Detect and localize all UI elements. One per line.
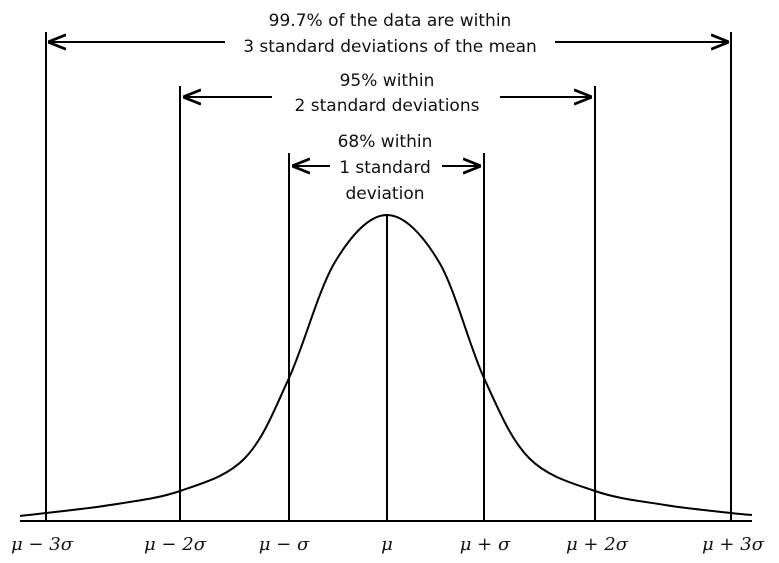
annotation: 3 standard deviations of the mean — [243, 37, 537, 57]
annotation: 1 standard — [339, 158, 431, 178]
annotation: 2 standard deviations — [295, 96, 480, 116]
axis-label: μ + σ — [460, 534, 511, 555]
annotation: 99.7% of the data are within — [269, 11, 512, 31]
bell-curve — [19, 213, 753, 517]
axis-label: μ + 3σ — [702, 534, 765, 555]
annotation: 68% within — [338, 132, 433, 152]
axis-label: μ — [381, 534, 393, 555]
annotation: deviation — [345, 184, 424, 204]
axis-label: μ + 2σ — [566, 534, 629, 555]
axis-label: μ − 2σ — [144, 534, 207, 555]
annotation: 95% within — [340, 71, 435, 91]
axis-label: μ − 3σ — [11, 534, 74, 555]
axis-label: μ − σ — [259, 534, 310, 555]
